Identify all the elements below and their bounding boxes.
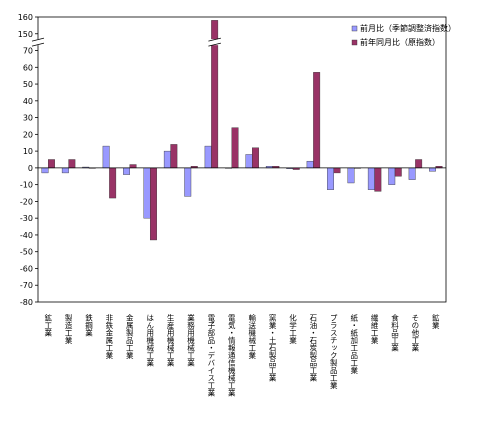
- bar: [149, 167, 157, 241]
- bar: [374, 167, 382, 192]
- bar: [102, 145, 110, 169]
- legend-label: 前年同月比（原指数）: [360, 37, 440, 47]
- x-tick-label: 繊維工業: [370, 313, 379, 346]
- bar: [123, 167, 131, 175]
- x-tick-label: 輸送機械工業: [247, 313, 256, 361]
- bar: [367, 167, 375, 190]
- x-tick-label: 紙・紙加工品工業: [349, 313, 358, 376]
- y-tick-label: -50: [20, 248, 33, 257]
- y-tick-label: -20: [20, 197, 33, 206]
- y-tick-label: -80: [20, 298, 33, 307]
- bar: [245, 154, 253, 169]
- y-tick-label: 30: [23, 114, 33, 123]
- bar: [347, 167, 355, 184]
- x-tick-label: 業務用機械工業: [186, 313, 195, 368]
- y-tick-label: 10: [23, 147, 33, 156]
- x-tick-label: 化学工業: [288, 313, 297, 346]
- x-tick-label: 電子部品・デバイス工業: [207, 314, 216, 398]
- x-tick-label: 石油・石炭製品工業: [309, 314, 318, 383]
- axis-break-mark: [31, 37, 45, 47]
- y-tick-label: -40: [20, 231, 33, 240]
- y-tick-label: 160: [18, 13, 33, 22]
- bar: [204, 145, 212, 169]
- bar: [251, 147, 259, 169]
- x-tick-label: 鉱業: [431, 313, 440, 331]
- axis-break-gap: [32, 39, 44, 46]
- bar: [61, 167, 69, 174]
- x-tick-label: 金属製品工業: [125, 313, 134, 361]
- plot-frame: [37, 16, 447, 303]
- x-tick-label: 鉄鋼業: [84, 313, 93, 338]
- y-tick-label: -70: [20, 281, 33, 290]
- legend-swatch: [351, 25, 358, 32]
- x-tick-label: プラスチック製品工業: [329, 314, 338, 391]
- legend-swatch: [351, 39, 358, 46]
- y-tick-label: 150: [18, 30, 33, 39]
- y-tick-label: -30: [20, 214, 33, 223]
- bar: [388, 167, 396, 185]
- bar: [48, 159, 55, 169]
- y-tick-label: 70: [23, 47, 33, 56]
- x-tick-label: 窯業・土石製品工業: [268, 313, 277, 383]
- x-tick-label: 製造工業: [64, 313, 73, 346]
- bar: [41, 167, 49, 174]
- bar-break-gap: [208, 39, 221, 46]
- y-tick-label: -10: [20, 181, 33, 190]
- x-tick-label: 鉱工業: [43, 313, 52, 338]
- y-tick-label: 40: [23, 97, 33, 106]
- y-tick-label: -60: [20, 264, 33, 273]
- x-tick-label: その他工業: [411, 314, 420, 353]
- bar: [231, 127, 239, 169]
- bar-break-mark: [208, 37, 221, 47]
- x-tick-label: はん用機械工業: [145, 314, 154, 368]
- bar: [333, 167, 341, 174]
- bar: [313, 72, 321, 169]
- bar: [184, 167, 192, 197]
- bar: [129, 164, 137, 169]
- y-tick-label: 50: [23, 80, 33, 89]
- bar: [306, 160, 314, 169]
- x-tick-label: 生産用機械工業: [166, 313, 175, 368]
- x-tick-label: 非鉄金属工業: [105, 313, 114, 361]
- x-tick-label: 電気・情報通信機械工業: [227, 314, 236, 398]
- bar: [327, 167, 334, 190]
- bar: [429, 167, 436, 172]
- legend-label: 前月比（季節調整済指数）: [360, 23, 456, 33]
- bar: [415, 159, 423, 169]
- y-tick-label: 0: [28, 164, 33, 173]
- bar: [394, 167, 402, 177]
- bar: [163, 150, 171, 169]
- bar: [408, 167, 416, 180]
- bar: [109, 167, 117, 199]
- x-tick-label: 食料品工業: [390, 313, 399, 353]
- bar: [68, 159, 76, 169]
- bar: [170, 144, 178, 169]
- bar: [143, 167, 151, 219]
- y-tick-label: 60: [23, 63, 33, 72]
- y-tick-label: 20: [23, 130, 33, 139]
